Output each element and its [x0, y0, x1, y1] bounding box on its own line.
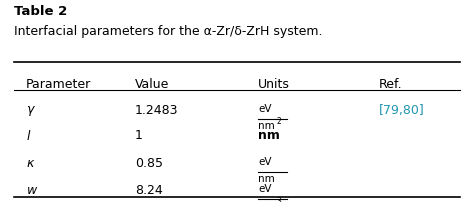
Text: Table 2: Table 2 — [14, 5, 67, 18]
Text: $w$: $w$ — [26, 184, 38, 197]
Text: eV: eV — [258, 104, 272, 114]
Text: 1.2483: 1.2483 — [135, 104, 179, 117]
Text: $\kappa$: $\kappa$ — [26, 157, 36, 169]
Text: Parameter: Parameter — [26, 78, 91, 91]
Text: 8.24: 8.24 — [135, 184, 163, 197]
Text: $l$: $l$ — [26, 129, 31, 143]
Text: 1: 1 — [135, 129, 143, 142]
Text: [79,80]: [79,80] — [379, 104, 425, 117]
Text: 0.85: 0.85 — [135, 157, 163, 169]
Text: Ref.: Ref. — [379, 78, 403, 91]
Text: Value: Value — [135, 78, 170, 91]
Text: nm: nm — [258, 174, 275, 184]
Text: nm: nm — [258, 121, 275, 131]
Text: eV: eV — [258, 157, 272, 167]
Text: nm: nm — [258, 201, 275, 202]
Text: nm: nm — [258, 129, 280, 142]
Text: eV: eV — [258, 184, 272, 194]
Text: 2: 2 — [276, 117, 281, 126]
Text: 3: 3 — [276, 197, 281, 202]
Text: Units: Units — [258, 78, 290, 91]
Text: Interfacial parameters for the α-Zr/δ-ZrH system.: Interfacial parameters for the α-Zr/δ-Zr… — [14, 25, 323, 38]
Text: $\gamma$: $\gamma$ — [26, 104, 36, 118]
